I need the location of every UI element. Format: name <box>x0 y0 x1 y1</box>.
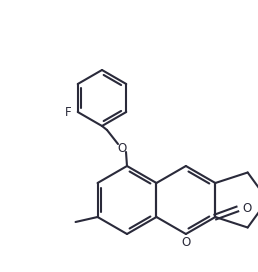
Text: O: O <box>181 236 190 249</box>
Text: O: O <box>242 202 252 215</box>
Text: F: F <box>65 106 72 119</box>
Text: O: O <box>117 141 127 154</box>
